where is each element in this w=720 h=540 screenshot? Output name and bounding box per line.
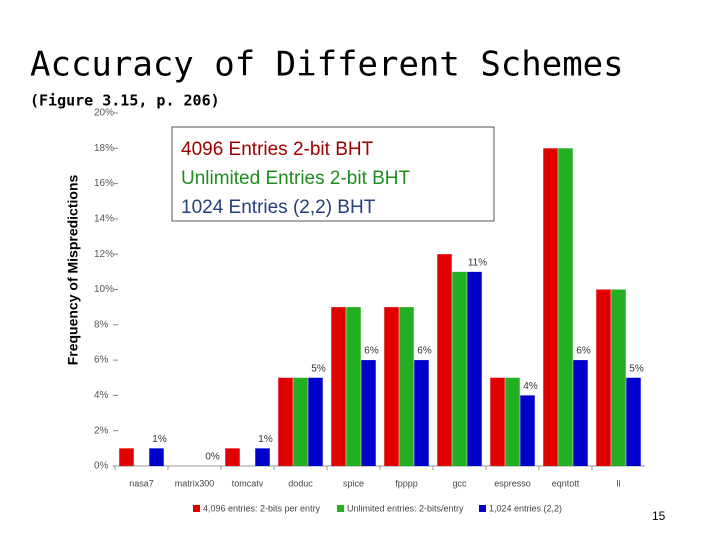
y-tick-label: 4% [94, 390, 109, 401]
x-tick-label: spice [343, 478, 364, 488]
bar [331, 307, 346, 466]
y-tick-label: 8% [94, 319, 109, 330]
bar [505, 377, 520, 466]
value-label: 11% [468, 257, 487, 268]
value-label: 6% [417, 346, 432, 357]
value-label: 5% [629, 363, 644, 374]
bar [596, 289, 611, 466]
bar [558, 148, 573, 467]
bar [543, 148, 558, 467]
subtitle: (Figure 3.15, p. 206) [30, 92, 220, 110]
x-tick-label: matrix300 [175, 478, 215, 488]
x-tick-label: tomcatv [232, 478, 264, 488]
y-tick-label: 16% [94, 178, 114, 189]
bar [452, 271, 467, 466]
legend-swatch [193, 505, 200, 512]
bar [293, 377, 308, 466]
bar [384, 307, 399, 466]
legend-label: 4,096 entries: 2-bits per entry [203, 503, 321, 513]
legend-swatch [337, 505, 344, 512]
y-tick-label: 18% [94, 143, 114, 154]
y-tick-label: 14% [94, 214, 114, 225]
y-tick-label: 6% [94, 355, 109, 366]
y-tick-label: 12% [94, 249, 114, 260]
y-tick-label: 10% [94, 284, 114, 295]
x-tick-label: doduc [288, 478, 313, 488]
value-label: 6% [576, 346, 591, 357]
bar [414, 360, 429, 466]
annotation-line: 4096 Entries 2-bit BHT [181, 139, 374, 160]
bar [225, 448, 240, 466]
value-label: 6% [364, 346, 379, 357]
y-tick-label: 2% [94, 425, 109, 436]
bar [467, 271, 482, 466]
value-label: 5% [311, 363, 326, 374]
value-label: 1% [258, 434, 273, 445]
bar [437, 254, 452, 466]
page-number: 15 [652, 509, 666, 523]
value-label: 1% [152, 434, 167, 445]
bar [361, 360, 376, 466]
bar [520, 395, 535, 466]
x-tick-label: nasa7 [129, 478, 154, 488]
bar [626, 377, 641, 466]
x-tick-label: gcc [452, 478, 467, 488]
y-tick-label: 20% [94, 108, 114, 119]
bar [490, 377, 505, 466]
x-tick-label: fpppp [395, 478, 418, 488]
bar [278, 377, 293, 466]
legend-label: Unlimited entries: 2-bits/entry [347, 503, 464, 513]
x-tick-label: eqntott [552, 478, 580, 488]
bar [399, 307, 414, 466]
bar [573, 360, 588, 466]
slide-title: Accuracy of Different Schemes [30, 45, 624, 85]
bar [346, 307, 361, 466]
bar [308, 377, 323, 466]
annotation-line: Unlimited Entries 2-bit BHT [181, 168, 411, 189]
legend-label: 1,024 entries (2,2) [489, 503, 562, 513]
value-label: 0% [205, 452, 220, 463]
bar [149, 448, 164, 466]
value-label: 4% [523, 381, 538, 392]
x-tick-label: li [617, 478, 621, 488]
bar [119, 448, 134, 466]
legend-swatch [479, 505, 486, 512]
bar [611, 289, 626, 466]
annotation-box [171, 126, 495, 222]
y-tick-label: 0% [94, 461, 109, 472]
y-axis-label: Frequency of Mispredictions [65, 174, 81, 365]
x-tick-label: espresso [494, 478, 531, 488]
annotation-line: 1024 Entries (2,2) BHT [181, 197, 376, 218]
bar [255, 448, 270, 466]
